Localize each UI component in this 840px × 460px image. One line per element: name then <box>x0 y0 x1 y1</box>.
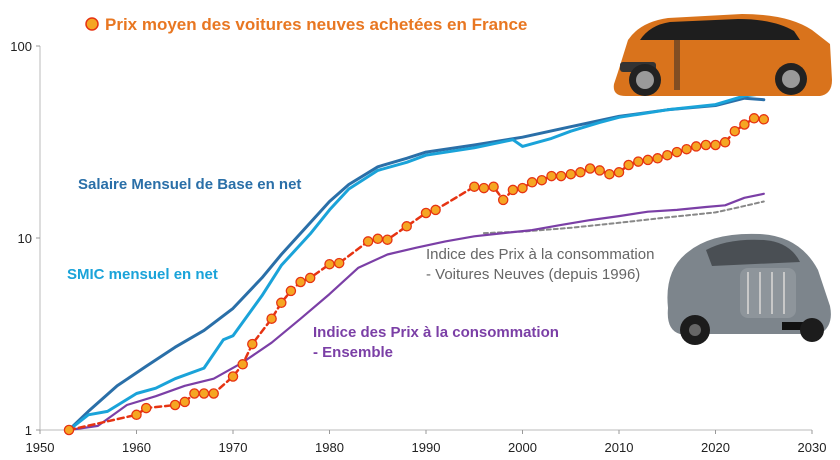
prix-data-point <box>623 159 634 171</box>
x-tick-label: 2010 <box>605 440 634 455</box>
prix-data-point <box>739 119 750 130</box>
prix-data-point <box>700 139 712 151</box>
prix-data-point <box>690 141 702 152</box>
prix-data-point <box>63 424 75 436</box>
prix-data-point <box>227 371 239 382</box>
prix-data-point <box>555 170 567 182</box>
prix-data-point <box>430 204 441 216</box>
label-ipc-line2: - Ensemble <box>313 344 393 361</box>
prix-data-point <box>507 184 519 196</box>
orange-suv-car-photo <box>613 14 832 96</box>
x-tick-label: 1980 <box>315 440 344 455</box>
x-tick-label: 2030 <box>798 440 827 455</box>
prix-data-point <box>584 163 596 174</box>
prix-data-point <box>710 139 721 151</box>
prix-data-point <box>478 182 490 194</box>
prix-data-point <box>575 167 586 178</box>
prix-data-point <box>382 234 393 245</box>
x-tick-label: 1950 <box>26 440 55 455</box>
prix-data-point <box>420 207 432 219</box>
x-tick-label: 1960 <box>122 440 151 455</box>
prix-data-point <box>642 154 654 166</box>
series-line-ipc <box>67 192 765 432</box>
prix-data-point <box>362 236 374 247</box>
prix-data-point <box>546 170 557 182</box>
label-ipcvn-line1: Indice des Prix à la consommation <box>426 246 654 263</box>
prix-data-point <box>333 257 345 269</box>
grey-vintage-car-photo <box>667 233 831 345</box>
prix-data-point <box>276 297 287 309</box>
prix-data-point <box>748 113 760 124</box>
prix-data-point <box>237 359 248 370</box>
prix-data-point <box>169 399 181 411</box>
prix-data-point <box>613 167 625 178</box>
label-smic: SMIC mensuel en net <box>67 266 218 283</box>
label-salaire: Salaire Mensuel de Base en net <box>78 176 301 193</box>
prix-data-point <box>652 153 663 164</box>
prix-data-point <box>758 114 770 125</box>
prix-data-point <box>401 221 412 232</box>
prix-data-point <box>662 149 673 161</box>
prix-data-point <box>372 233 384 245</box>
series-line-smic <box>67 92 766 432</box>
prix-data-point <box>526 177 538 188</box>
prix-data-point <box>247 338 258 350</box>
prix-data-point <box>497 194 509 206</box>
label-ipc-line1: Indice des Prix à la consommation <box>313 324 559 341</box>
prix-data-point <box>681 143 692 155</box>
prix-data-point <box>324 258 335 270</box>
y-tick-label: 1 <box>25 423 32 438</box>
prix-data-point <box>633 156 644 167</box>
prix-data-point <box>208 388 219 399</box>
label-ipcvn-line2: - Voitures Neuves (depuis 1996) <box>426 266 640 283</box>
prix-data-point <box>266 313 277 324</box>
prix-data-point <box>285 285 297 297</box>
x-tick-label: 2020 <box>701 440 730 455</box>
y-tick-label: 10 <box>18 231 32 246</box>
prix-data-point <box>198 388 210 399</box>
x-tick-label: 1970 <box>219 440 248 455</box>
chart-title: Prix moyen des voitures neuves achetées … <box>105 15 527 34</box>
prix-data-point <box>469 181 480 192</box>
prix-data-point <box>304 272 316 284</box>
prix-data-point <box>604 168 615 180</box>
prix-data-point <box>594 165 605 176</box>
prix-data-point <box>131 409 142 421</box>
prix-data-point <box>179 396 191 408</box>
prix-data-point <box>295 276 306 288</box>
x-tick-label: 1990 <box>412 440 441 455</box>
prix-data-point <box>488 181 499 192</box>
prix-data-point <box>536 174 548 186</box>
prix-data-point <box>565 168 577 180</box>
prix-data-point <box>189 388 200 399</box>
prix-data-point <box>671 146 683 158</box>
prix-data-point <box>140 402 152 414</box>
prix-data-point <box>729 125 741 137</box>
x-tick-label: 2000 <box>508 440 537 455</box>
y-tick-label: 100 <box>10 39 32 54</box>
prix-data-point <box>719 137 731 148</box>
title-marker <box>85 17 99 31</box>
prix-data-point <box>517 182 528 194</box>
